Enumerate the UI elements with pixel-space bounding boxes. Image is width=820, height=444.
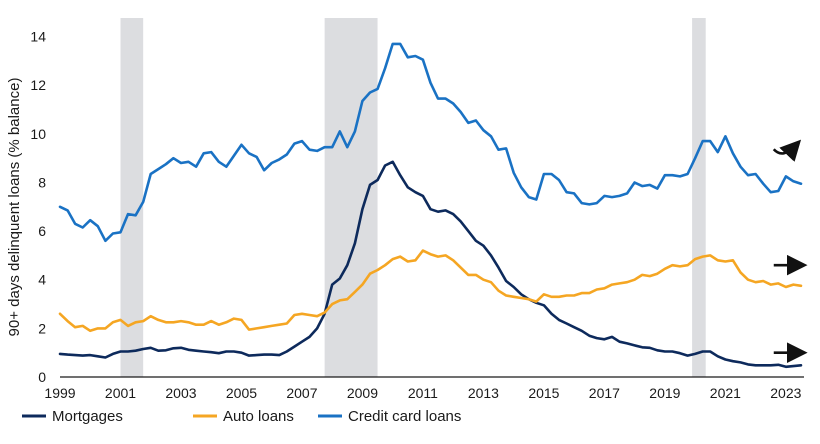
y-tick-label: 14 [30,29,46,45]
x-tick-label: 2005 [226,385,257,401]
y-tick-label: 10 [30,126,46,142]
trend-arrows [772,139,808,364]
y-tick-label: 4 [38,272,46,288]
y-tick-label: 6 [38,223,46,239]
legend-label: Credit card loans [348,408,461,425]
x-tick-label: 2001 [105,385,136,401]
y-tick-labels: 0 2 4 6 8 10 12 14 [30,29,46,385]
x-tick-label: 2019 [649,385,680,401]
x-tick-label: 1999 [44,385,75,401]
y-tick-label: 12 [30,77,46,93]
y-axis-label: 90+ days delinquent loans (% balance) [6,78,23,337]
series-line-auto-loans [58,249,803,333]
x-tick-label: 2023 [770,385,801,401]
recession-band [324,18,378,377]
x-tick-label: 2017 [589,385,620,401]
legend-label: Auto loans [223,408,294,425]
x-tick-label: 2011 [408,385,438,401]
legend-label: Mortgages [52,408,123,425]
x-tick-label: 2013 [468,385,499,401]
series-line-credit-card-loans [58,42,803,243]
y-tick-label: 8 [38,174,46,190]
x-tick-label: 2009 [347,385,378,401]
x-tick-label: 2015 [528,385,559,401]
x-tick-labels: 1999 2001 2003 2005 2007 2009 2011 2013 2015 2017… [44,385,801,401]
recession-band [692,18,706,377]
y-tick-label: 2 [38,320,46,336]
series-line-mortgages [58,160,803,369]
y-tick-label: 0 [38,369,46,385]
legend: Mortgages Auto loans Credit card loans [22,408,461,425]
series-lines [58,42,803,369]
trend-arrow-up [772,139,802,162]
x-tick-label: 2021 [710,385,741,401]
x-tick-label: 2003 [165,385,196,401]
recession-bands [120,18,706,377]
x-tick-label: 2007 [286,385,317,401]
recession-band [120,18,144,377]
